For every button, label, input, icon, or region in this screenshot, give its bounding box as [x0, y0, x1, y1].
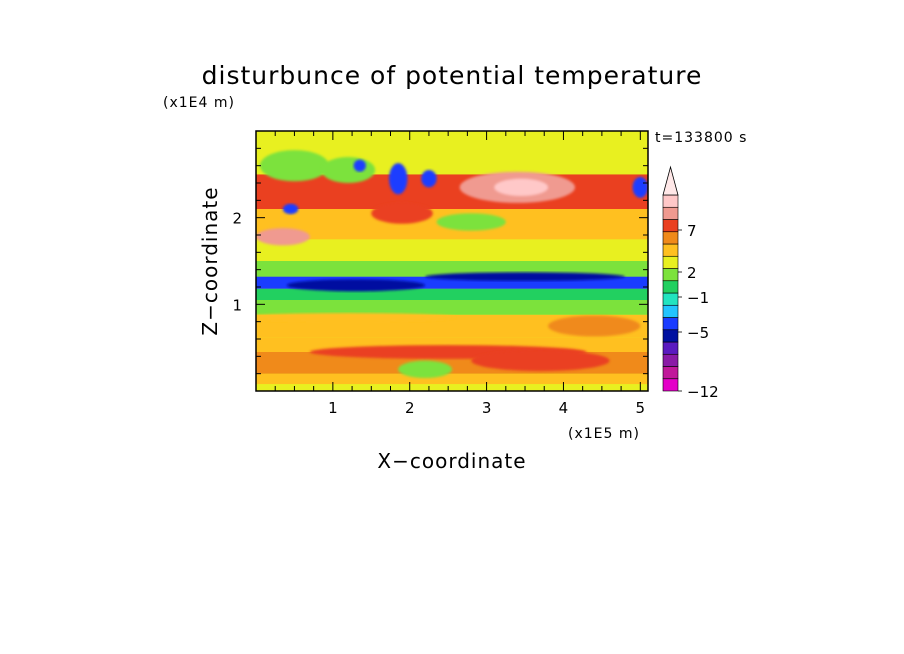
heat-band — [256, 239, 648, 261]
colorbar-label: 7 — [687, 222, 697, 240]
colorbar-swatch — [662, 378, 679, 392]
colorbar: 7 2 −1 −5 −12 — [662, 165, 719, 401]
colorbar-swatch — [662, 329, 679, 343]
y-axis: 12 — [232, 147, 648, 375]
x-tick-label: 4 — [559, 399, 569, 417]
colorbar-swatch — [662, 268, 679, 282]
y-tick-label: 1 — [232, 296, 242, 314]
colorbar-label: −1 — [687, 289, 709, 307]
heat-blob — [282, 203, 299, 215]
colorbar-label: −5 — [687, 324, 709, 342]
heat-blobs — [256, 150, 648, 379]
colorbar-swatch — [662, 194, 679, 208]
x-axis: 1 2 3 4 5 — [274, 131, 646, 417]
heat-blob — [398, 360, 453, 379]
colorbar-swatch — [662, 366, 679, 380]
y-unit-label: (x1E4 m) — [163, 95, 235, 111]
heat-band — [256, 174, 648, 209]
heat-band — [256, 288, 648, 300]
heat-blob — [259, 150, 330, 182]
x-tick-label: 1 — [328, 399, 338, 417]
heat-blob — [286, 279, 426, 292]
y-axis-label: Z−coordinate — [198, 186, 222, 335]
colorbar-label: −12 — [687, 383, 719, 401]
colorbar-swatch — [662, 255, 679, 269]
x-axis-label: X−coordinate — [377, 449, 526, 473]
x-tick-label: 2 — [405, 399, 415, 417]
colorbar-swatch — [662, 353, 679, 367]
colorbar-extend-arrow — [662, 165, 679, 196]
heat-blob — [371, 202, 433, 224]
heat-blob — [256, 228, 310, 246]
heat-blob — [471, 350, 610, 372]
colorbar-swatch — [662, 219, 679, 233]
plot-frame — [255, 130, 649, 392]
heat-blob — [436, 213, 506, 231]
colorbar-swatch — [662, 280, 679, 294]
heat-band — [256, 373, 648, 385]
heat-blob — [425, 272, 625, 281]
colorbar-swatch — [662, 292, 679, 306]
plot-area — [256, 131, 648, 391]
x-unit-label: (x1E5 m) — [568, 426, 640, 442]
chart-title: disturbunce of potential temperature — [202, 61, 703, 90]
colorbar-swatch — [662, 231, 679, 245]
x-tick-label: 5 — [636, 399, 646, 417]
time-label: t=133800 s — [655, 130, 747, 146]
heat-blob — [494, 178, 549, 196]
heat-blob — [321, 157, 376, 183]
colorbar-swatch — [662, 206, 679, 220]
heat-band — [256, 300, 648, 315]
heat-blob — [632, 176, 648, 198]
colorbar-swatch — [662, 341, 679, 355]
heat-blob — [421, 170, 437, 188]
heat-blob — [256, 313, 456, 322]
colorbar-swatch — [662, 304, 679, 318]
y-tick-label: 2 — [232, 210, 242, 228]
colorbar-swatch — [662, 243, 679, 257]
colorbar-swatch — [662, 317, 679, 331]
x-tick-label: 3 — [482, 399, 492, 417]
heat-blob — [388, 163, 408, 195]
heat-band — [256, 384, 648, 391]
colorbar-label: 2 — [687, 264, 697, 282]
heat-blob — [353, 159, 366, 172]
heat-blob — [548, 315, 641, 337]
